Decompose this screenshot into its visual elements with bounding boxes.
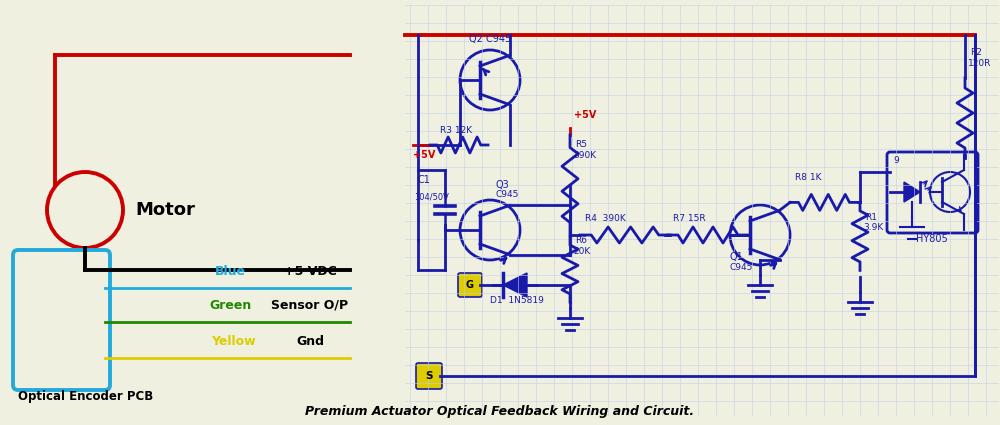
Text: +5 VDC: +5 VDC <box>284 265 336 278</box>
Text: 104/50V: 104/50V <box>414 192 449 201</box>
Polygon shape <box>503 273 527 297</box>
Text: R7 15R: R7 15R <box>673 214 706 223</box>
Text: Green: Green <box>209 299 251 312</box>
Text: Motor: Motor <box>135 201 195 219</box>
Text: G: G <box>466 280 474 290</box>
Text: 3.9K: 3.9K <box>863 224 883 232</box>
Text: 20K: 20K <box>573 247 590 256</box>
Text: +5V: +5V <box>574 110 596 120</box>
Text: +5V: +5V <box>413 150 435 160</box>
Text: D1  1N5819: D1 1N5819 <box>490 296 544 305</box>
Text: 390K: 390K <box>573 151 596 160</box>
Text: S: S <box>425 371 433 381</box>
Text: C945: C945 <box>495 190 518 199</box>
Text: 120R: 120R <box>968 59 991 68</box>
Text: Gnd: Gnd <box>296 335 324 348</box>
Text: Optical Encoder PCB: Optical Encoder PCB <box>18 390 153 403</box>
Polygon shape <box>904 182 920 202</box>
Text: Premium Actuator Optical Feedback Wiring and Circuit.: Premium Actuator Optical Feedback Wiring… <box>305 405 695 419</box>
FancyBboxPatch shape <box>416 363 442 389</box>
Text: Q3: Q3 <box>495 180 509 190</box>
Text: R5: R5 <box>575 140 587 149</box>
Text: Blue: Blue <box>214 265 246 278</box>
Text: HY805: HY805 <box>916 234 948 244</box>
Text: R2: R2 <box>970 48 982 57</box>
Text: R6: R6 <box>575 236 587 245</box>
Text: Q2 C945: Q2 C945 <box>469 34 511 44</box>
Text: Q1: Q1 <box>730 252 744 262</box>
Text: Yellow: Yellow <box>211 335 255 348</box>
FancyBboxPatch shape <box>458 273 482 297</box>
Text: R1: R1 <box>865 213 877 222</box>
Text: C945: C945 <box>730 263 753 272</box>
Text: R8 1K: R8 1K <box>795 173 822 182</box>
Text: Sensor O/P: Sensor O/P <box>271 299 349 312</box>
Text: R3 12K: R3 12K <box>440 126 472 135</box>
Text: C1: C1 <box>418 175 431 185</box>
Text: 9: 9 <box>893 156 899 165</box>
Text: R4  390K: R4 390K <box>585 214 626 223</box>
